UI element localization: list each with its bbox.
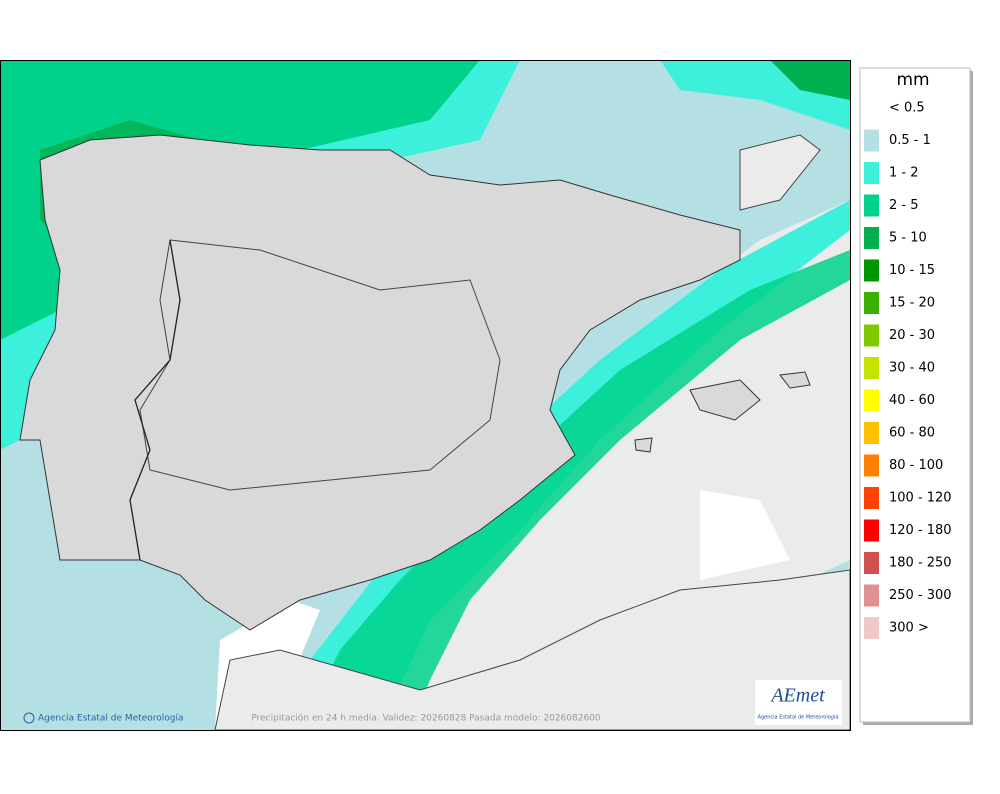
legend-swatch [864, 259, 879, 282]
legend-label: 1 - 2 [889, 166, 919, 181]
legend-swatch [864, 292, 879, 314]
legend-swatch [864, 357, 879, 379]
border [139, 239, 501, 491]
legend-swatch [864, 454, 879, 477]
legend-label: 2 - 5 [889, 198, 919, 213]
field [300, 250, 850, 730]
legend-swatch [864, 227, 879, 249]
africa [214, 569, 850, 730]
legend-swatch [864, 584, 879, 607]
legend-swatch [864, 129, 879, 152]
legend-swatch [864, 552, 879, 574]
island [634, 437, 653, 453]
legend-label: 5 - 10 [889, 231, 927, 246]
legend-swatch [864, 162, 879, 184]
legend-label: < 0.5 [889, 101, 925, 116]
legend-label: 100 - 120 [889, 491, 952, 506]
legend-label: 180 - 250 [889, 556, 952, 571]
legend-swatch [864, 487, 879, 509]
logo-box [755, 680, 842, 725]
legend-label: 40 - 60 [889, 393, 935, 408]
logo: AEmet [769, 685, 825, 707]
field [770, 60, 850, 100]
legend-swatch [864, 422, 879, 444]
legend-label: 20 - 30 [889, 328, 935, 343]
legend-swatch [864, 617, 879, 639]
legend-swatch [864, 194, 879, 217]
legend-label: 250 - 300 [889, 588, 952, 603]
island [689, 379, 761, 421]
map-frame [0, 60, 851, 731]
legend-label: 300 > [889, 621, 929, 636]
credit: Agencia Estatal de Meteorología [38, 714, 184, 724]
map: Agencia Estatal de Meteorología Precipit… [0, 60, 850, 730]
legend-swatch [864, 519, 879, 542]
legend-label: 120 - 180 [889, 523, 952, 538]
legend-items: < 0.5 0.5 - 1 1 - 2 2 - 5 5 - 10 10 - 15 15 - … [864, 101, 952, 639]
france [739, 134, 821, 211]
island [779, 371, 811, 389]
legend-label: 80 - 100 [889, 458, 943, 473]
iberia [19, 134, 741, 631]
field [700, 490, 790, 580]
border [129, 239, 181, 561]
legend-swatch [864, 389, 879, 412]
validity: Precipitación en 24 h media. Validez: 20… [251, 713, 601, 724]
legend-swatch [864, 324, 879, 347]
logo-subtext: Agencia Estatal de Meteorología [758, 714, 839, 721]
legend-label: 0.5 - 1 [889, 133, 931, 148]
legend-label: 60 - 80 [889, 426, 935, 441]
legend-label: 30 - 40 [889, 361, 935, 376]
copyright-icon [23, 712, 35, 724]
legend-title: mm [896, 70, 929, 90]
legend-label: 10 - 15 [889, 263, 935, 278]
legend-label: 15 - 20 [889, 296, 935, 311]
